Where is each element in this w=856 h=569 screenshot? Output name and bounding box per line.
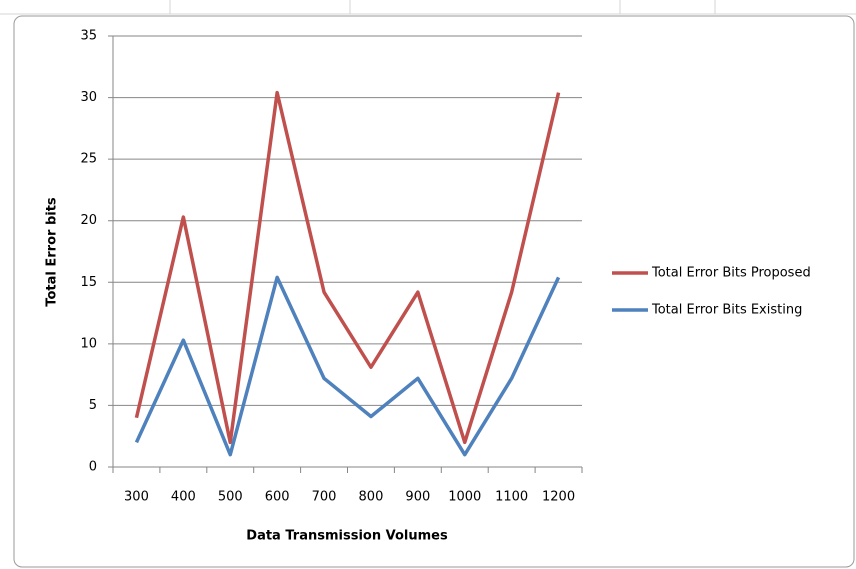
legend-label: Total Error Bits Proposed [651, 266, 811, 281]
series-line [134, 275, 561, 457]
x-tick-label: 500 [218, 490, 243, 505]
series-line [134, 90, 561, 445]
y-tick-label: 20 [80, 213, 97, 228]
y-tick-label: 30 [80, 90, 97, 105]
x-tick-label: 1100 [495, 490, 528, 505]
x-tick-label: 800 [359, 490, 384, 505]
y-tick-label: 25 [80, 152, 97, 167]
x-tick-label: 1000 [448, 490, 481, 505]
y-tick-label: 5 [89, 398, 97, 413]
legend-label: Total Error Bits Existing [651, 303, 802, 318]
spreadsheet-background [0, 0, 856, 15]
y-axis-title: Total Error bits [45, 197, 60, 307]
y-tick-label: 15 [80, 275, 97, 290]
x-tick-label: 300 [124, 490, 149, 505]
y-tick-label: 35 [80, 29, 97, 44]
x-tick-label: 900 [405, 490, 430, 505]
x-tick-label: 600 [265, 490, 290, 505]
y-tick-label: 0 [89, 460, 97, 475]
x-tick-label: 700 [312, 490, 337, 505]
y-tick-label: 10 [80, 336, 97, 351]
x-tick-label: 400 [171, 490, 196, 505]
x-axis-title: Data Transmission Volumes [246, 529, 448, 544]
x-tick-label: 1200 [542, 490, 575, 505]
chart-frame [13, 15, 855, 568]
